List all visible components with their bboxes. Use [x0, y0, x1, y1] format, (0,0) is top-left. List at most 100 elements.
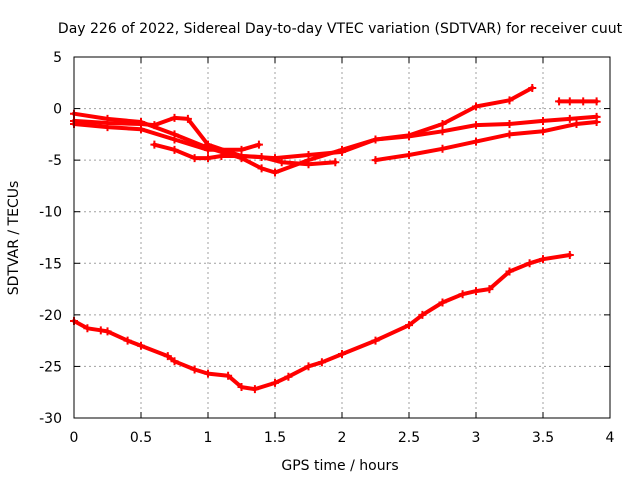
data-point — [539, 127, 547, 136]
series-sat-e — [371, 117, 601, 165]
series-layer — [70, 83, 601, 394]
chart-title: Day 226 of 2022, Sidereal Day-to-day VTE… — [58, 21, 623, 37]
series-line — [72, 85, 535, 175]
x-tick-label: 3 — [472, 430, 481, 446]
data-point — [418, 310, 427, 319]
data-point — [592, 117, 601, 126]
data-point — [485, 285, 494, 294]
data-point — [371, 336, 380, 345]
series-sat-f — [555, 97, 601, 106]
data-point — [304, 150, 313, 159]
data-point — [405, 132, 413, 141]
series-line — [373, 120, 599, 163]
data-point — [190, 154, 199, 163]
data-point — [472, 287, 480, 296]
y-tick-label: -30 — [39, 411, 62, 427]
data-point — [338, 147, 346, 156]
data-point — [438, 298, 447, 307]
data-point — [250, 385, 259, 394]
data-point — [170, 357, 179, 366]
data-point — [237, 383, 246, 392]
x-axis-label: GPS time / hours — [281, 458, 398, 474]
data-point — [572, 120, 581, 129]
series-sat-g — [70, 251, 574, 394]
data-point — [528, 83, 537, 92]
x-tick-label: 4 — [606, 430, 615, 446]
series-line — [72, 114, 599, 161]
y-tick-label: 5 — [53, 50, 62, 66]
data-point — [505, 267, 514, 276]
data-point — [204, 154, 212, 163]
data-point — [539, 116, 547, 125]
data-point — [257, 153, 266, 162]
x-tick-label: 2 — [338, 430, 347, 446]
data-point — [271, 378, 279, 387]
data-point — [257, 164, 266, 173]
grid — [74, 57, 610, 418]
data-point — [371, 135, 380, 144]
data-point — [458, 290, 467, 299]
data-point — [96, 326, 105, 335]
data-point — [565, 97, 574, 106]
series-sat-b — [70, 112, 601, 163]
data-point — [150, 140, 159, 149]
x-tick-label: 0 — [70, 430, 79, 446]
y-tick-label: -5 — [48, 153, 62, 169]
y-tick-label: -25 — [39, 359, 62, 375]
data-point — [254, 140, 263, 149]
data-point — [170, 113, 179, 122]
data-point — [284, 372, 293, 381]
data-point — [505, 96, 514, 105]
data-point — [505, 120, 514, 129]
data-point — [405, 150, 413, 159]
x-tick-label: 1.5 — [264, 430, 286, 446]
data-point — [224, 371, 233, 380]
data-point — [555, 97, 564, 106]
x-tick-label: 2.5 — [398, 430, 420, 446]
y-tick-label: -10 — [39, 205, 62, 221]
data-point — [317, 358, 326, 367]
data-point — [123, 336, 132, 345]
data-point — [505, 130, 514, 139]
data-point — [304, 160, 313, 169]
data-point — [103, 123, 112, 132]
data-point — [592, 97, 601, 106]
data-point — [217, 152, 226, 161]
data-point — [150, 121, 159, 130]
data-point — [137, 341, 145, 350]
data-point — [183, 114, 192, 123]
data-point — [472, 102, 480, 111]
axis-ticks: 0 0.5 1 1.5 2 2.5 3 3.5 4 5 0 -5 -10 -15 -20 -25 -30 — [39, 50, 614, 446]
data-point — [331, 158, 340, 167]
data-point — [525, 259, 534, 268]
data-point — [338, 350, 346, 359]
x-tick-label: 1 — [204, 430, 213, 446]
data-point — [271, 168, 279, 177]
series-line — [72, 253, 572, 392]
data-point — [277, 158, 286, 167]
data-point — [405, 321, 413, 330]
y-tick-label: 0 — [53, 102, 62, 118]
series-sat-d — [150, 140, 340, 169]
data-point — [438, 127, 447, 136]
data-point — [103, 327, 112, 336]
data-point — [565, 114, 574, 123]
data-point — [472, 137, 480, 146]
data-point — [371, 156, 380, 165]
data-point — [190, 365, 199, 374]
data-point — [204, 145, 212, 154]
y-tick-label: -20 — [39, 308, 62, 324]
data-point — [539, 255, 547, 264]
data-point — [438, 144, 447, 153]
data-point — [170, 135, 179, 144]
data-point — [137, 125, 145, 134]
x-tick-label: 0.5 — [130, 430, 152, 446]
data-point — [565, 251, 574, 260]
y-axis-label: SDTVAR / TECUs — [6, 181, 22, 296]
data-point — [83, 324, 92, 333]
series-line — [152, 142, 338, 167]
data-point — [204, 369, 212, 378]
data-point — [304, 362, 313, 371]
data-point — [163, 352, 172, 361]
